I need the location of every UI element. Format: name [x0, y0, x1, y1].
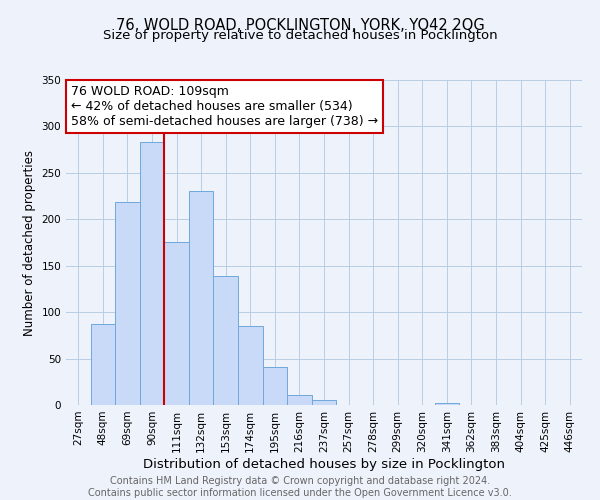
Text: 76, WOLD ROAD, POCKLINGTON, YORK, YO42 2QG: 76, WOLD ROAD, POCKLINGTON, YORK, YO42 2…	[116, 18, 484, 32]
Bar	[189, 192, 214, 405]
Bar	[91, 324, 115, 405]
Text: Size of property relative to detached houses in Pocklington: Size of property relative to detached ho…	[103, 28, 497, 42]
Bar	[115, 202, 140, 405]
Bar	[164, 242, 189, 405]
Bar	[312, 400, 336, 405]
X-axis label: Distribution of detached houses by size in Pocklington: Distribution of detached houses by size …	[143, 458, 505, 470]
Bar	[238, 326, 263, 405]
Bar	[287, 395, 312, 405]
Text: Contains HM Land Registry data © Crown copyright and database right 2024.
Contai: Contains HM Land Registry data © Crown c…	[88, 476, 512, 498]
Bar	[140, 142, 164, 405]
Bar	[434, 403, 459, 405]
Bar	[214, 276, 238, 405]
Bar	[263, 367, 287, 405]
Text: 76 WOLD ROAD: 109sqm
← 42% of detached houses are smaller (534)
58% of semi-deta: 76 WOLD ROAD: 109sqm ← 42% of detached h…	[71, 85, 378, 128]
Y-axis label: Number of detached properties: Number of detached properties	[23, 150, 36, 336]
